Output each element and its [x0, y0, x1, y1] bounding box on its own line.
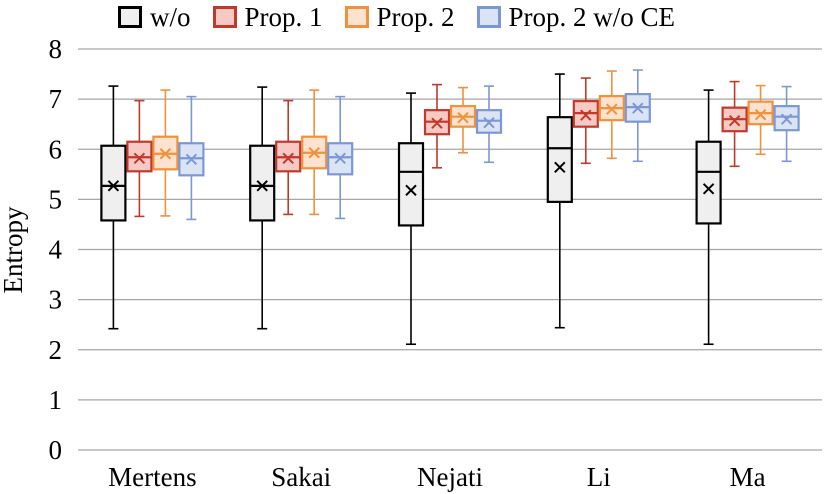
y-tick-label: 1	[49, 385, 63, 415]
legend-swatch-wo	[118, 6, 142, 28]
iqr-box	[100, 144, 127, 222]
mean-marker	[457, 111, 469, 124]
category-group	[249, 86, 354, 330]
x-tick-label: Sakai	[271, 462, 331, 492]
iqr-box	[249, 144, 276, 222]
box-plots	[100, 69, 800, 346]
box-plot	[397, 92, 425, 346]
mean-marker	[554, 161, 566, 174]
y-tick-label: 7	[49, 84, 63, 114]
legend-label-wo: w/o	[150, 1, 191, 32]
mean-marker	[431, 117, 443, 129]
iqr-box	[397, 142, 425, 227]
mean-marker	[580, 109, 592, 121]
mean-marker	[256, 180, 268, 192]
category-group	[100, 85, 205, 330]
box-plot	[572, 77, 599, 165]
category-group	[397, 83, 503, 346]
mean-marker	[728, 114, 741, 127]
box-plot	[126, 99, 153, 218]
box-plot	[301, 89, 328, 216]
x-tick-label: Ma	[730, 462, 766, 492]
legend-item-wo: w/o	[118, 2, 191, 33]
legend: w/o Prop. 1 Prop. 2 Prop. 2 w/o CE	[118, 2, 697, 32]
box-plot	[598, 70, 625, 160]
x-tick-label: Mertens	[108, 462, 196, 492]
box-plot	[152, 89, 179, 217]
box-plot	[475, 85, 503, 164]
legend-swatch-prop1	[212, 6, 237, 28]
y-tick-label: 6	[49, 134, 63, 164]
box-plot	[721, 80, 748, 168]
legend-swatch-prop2-wo-ce	[476, 6, 501, 28]
legend-item-prop1: Prop. 1	[212, 1, 323, 33]
mean-marker	[483, 116, 495, 129]
y-tick-label: 2	[49, 335, 63, 365]
mean-marker	[282, 152, 294, 164]
legend-label-prop2-wo-ce: Prop. 2 w/o CE	[508, 1, 676, 32]
legend-swatch-prop2	[344, 6, 369, 28]
legend-label-prop1: Prop. 1	[244, 1, 323, 32]
mean-marker	[632, 102, 644, 114]
box-plot	[747, 84, 774, 156]
y-tick-label: 3	[49, 285, 63, 315]
x-tick-label: Li	[587, 462, 611, 492]
box-plot	[249, 86, 276, 330]
legend-item-prop2: Prop. 2	[344, 1, 455, 33]
x-tick-label: Nejati	[417, 462, 483, 492]
y-axis-ticks: 0 1 2 3 4 5 6 7 8	[49, 34, 63, 465]
mean-marker	[754, 108, 767, 121]
y-tick-label: 8	[49, 34, 63, 64]
category-group	[695, 80, 800, 346]
mean-marker	[185, 153, 198, 165]
mean-marker	[107, 180, 120, 192]
box-plot	[275, 99, 302, 216]
category-group	[546, 69, 651, 329]
mean-marker	[334, 152, 346, 164]
mean-marker	[405, 184, 417, 197]
mean-marker	[780, 113, 793, 125]
box-plot	[546, 73, 573, 329]
x-axis-ticks: Mertens Sakai Nejati Li Ma	[108, 462, 765, 492]
iqr-box	[546, 116, 573, 203]
iqr-box	[695, 140, 722, 225]
mean-marker	[308, 147, 320, 159]
legend-item-prop2-wo-ce: Prop. 2 w/o CE	[476, 1, 676, 33]
box-plot	[449, 86, 477, 154]
box-plot	[624, 69, 651, 163]
mean-marker	[606, 103, 618, 115]
legend-label-prop2: Prop. 2	[376, 1, 455, 32]
mean-marker	[702, 183, 715, 195]
mean-marker	[159, 148, 172, 160]
box-plot	[773, 85, 800, 163]
box-plot	[178, 95, 205, 221]
box-plot	[327, 95, 354, 220]
box-plot	[423, 83, 451, 169]
y-tick-label: 0	[49, 435, 63, 465]
y-axis-label: Entropy	[0, 206, 28, 293]
y-tick-label: 4	[49, 235, 63, 265]
box-plot	[100, 85, 127, 330]
y-tick-label: 5	[49, 184, 63, 214]
mean-marker	[133, 152, 146, 164]
box-plot	[695, 89, 722, 346]
